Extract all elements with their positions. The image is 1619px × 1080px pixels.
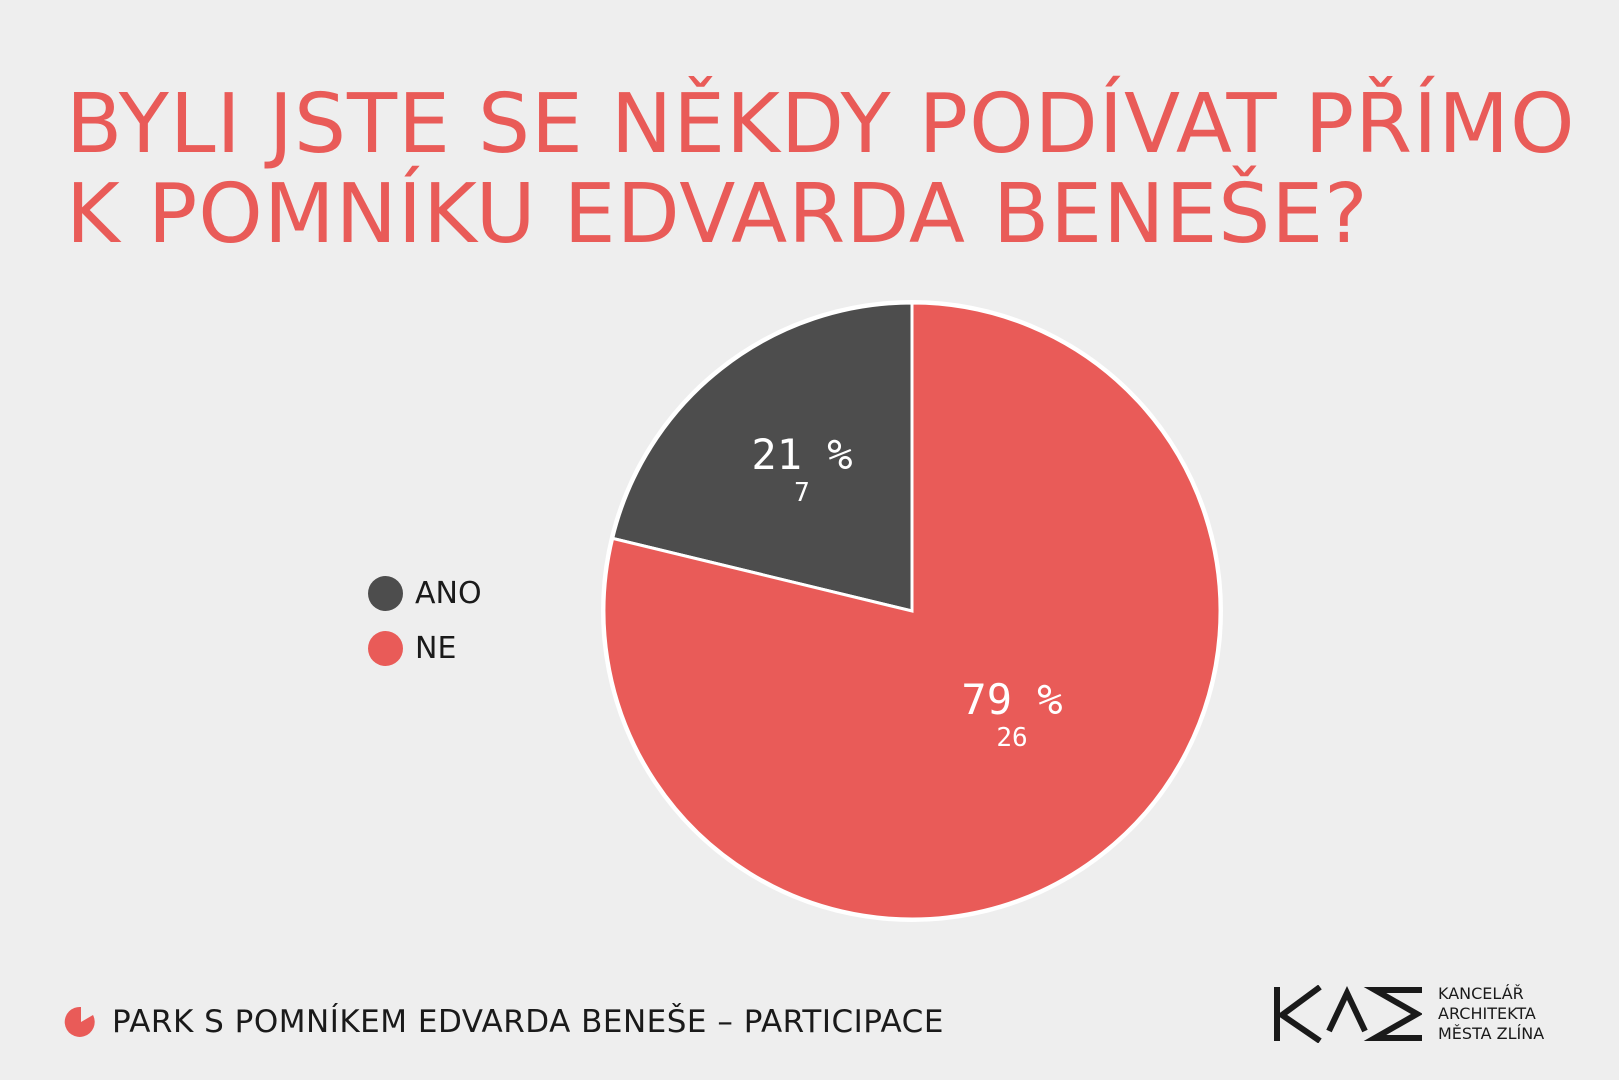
kam-logo: KANCELÁŘ ARCHITEKTA MĚSTA ZLÍNA <box>1272 984 1544 1044</box>
slice-count-label: 7 <box>794 478 810 508</box>
slice-percent-label: 79 % <box>961 675 1062 724</box>
legend-item-ne: NE <box>368 621 482 676</box>
title-line-2: K POMNÍKU EDVARDA BENEŠE? <box>66 167 1369 262</box>
slice-percent-label: 21 % <box>751 430 852 479</box>
footer: PARK S POMNÍKEM EDVARDA BENEŠE – PARTICI… <box>64 1004 944 1040</box>
legend: ANO NE <box>368 566 482 676</box>
pie-icon <box>64 1006 95 1037</box>
logo-line: ARCHITEKTA <box>1438 1004 1536 1023</box>
legend-swatch-ano <box>368 576 403 611</box>
pie-slice-ne <box>602 301 1222 921</box>
title-line-1: BYLI JSTE SE NĚKDY PODÍVAT PŘÍMO <box>66 77 1576 172</box>
logo-text: KANCELÁŘ ARCHITEKTA MĚSTA ZLÍNA <box>1438 984 1544 1044</box>
legend-label: ANO <box>415 576 482 611</box>
slice-count-label: 26 <box>996 723 1027 753</box>
kam-logo-mark <box>1274 985 1422 1043</box>
footer-text: PARK S POMNÍKEM EDVARDA BENEŠE – PARTICI… <box>112 1004 944 1040</box>
logo-line: MĚSTA ZLÍNA <box>1438 1024 1545 1043</box>
legend-item-ano: ANO <box>368 566 482 621</box>
chart-title: BYLI JSTE SE NĚKDY PODÍVAT PŘÍMO K POMNÍ… <box>66 80 1576 260</box>
pie-slice-ano <box>610 301 914 613</box>
logo-line: KANCELÁŘ <box>1438 984 1524 1003</box>
legend-swatch-ne <box>368 631 403 666</box>
legend-label: NE <box>415 631 457 666</box>
